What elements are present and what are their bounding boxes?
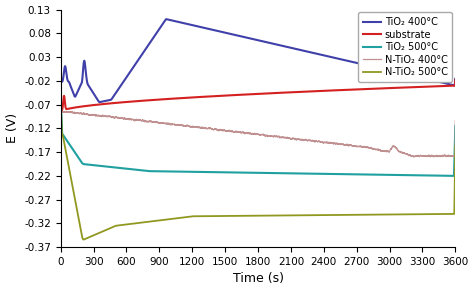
Legend: TiO₂ 400°C, substrate, TiO₂ 500°C, N-TiO₂ 400°C, N-TiO₂ 500°C: TiO₂ 400°C, substrate, TiO₂ 500°C, N-TiO… — [358, 13, 452, 82]
substrate — [436, 84, 442, 88]
TiO₂ 400°C — [245, 36, 250, 40]
TiO₂ 500°C — [357, 173, 363, 176]
TiO₂ 500°C — [346, 173, 352, 176]
TiO₂ 500°C — [453, 124, 458, 127]
N-TiO₂ 400°C — [346, 143, 352, 147]
substrate — [357, 88, 363, 91]
N-TiO₂ 400°C — [453, 119, 458, 122]
N-TiO₂ 400°C — [436, 154, 442, 158]
substrate — [192, 95, 198, 99]
substrate — [58, 90, 64, 93]
N-TiO₂ 400°C — [245, 131, 250, 135]
N-TiO₂ 400°C — [357, 145, 363, 148]
TiO₂ 400°C — [346, 59, 352, 63]
Y-axis label: E (V): E (V) — [6, 113, 18, 143]
N-TiO₂ 500°C — [58, 100, 64, 104]
N-TiO₂ 400°C — [431, 155, 437, 159]
N-TiO₂ 500°C — [245, 214, 250, 218]
X-axis label: Time (s): Time (s) — [233, 272, 283, 285]
N-TiO₂ 400°C — [58, 90, 64, 93]
TiO₂ 400°C — [97, 100, 102, 104]
N-TiO₂ 500°C — [192, 214, 198, 218]
TiO₂ 400°C — [357, 62, 363, 65]
TiO₂ 400°C — [58, 75, 64, 79]
N-TiO₂ 500°C — [453, 144, 458, 148]
TiO₂ 500°C — [451, 174, 457, 178]
substrate — [346, 88, 352, 91]
Line: TiO₂ 400°C: TiO₂ 400°C — [61, 19, 456, 102]
Line: substrate: substrate — [61, 80, 456, 111]
substrate — [245, 93, 250, 96]
TiO₂ 400°C — [436, 80, 442, 84]
TiO₂ 500°C — [431, 174, 437, 177]
N-TiO₂ 500°C — [81, 238, 86, 241]
TiO₂ 400°C — [431, 79, 437, 82]
Line: N-TiO₂ 500°C: N-TiO₂ 500°C — [61, 102, 456, 239]
N-TiO₂ 500°C — [357, 213, 363, 217]
TiO₂ 400°C — [192, 24, 198, 27]
N-TiO₂ 400°C — [192, 125, 198, 129]
TiO₂ 400°C — [453, 77, 458, 80]
N-TiO₂ 500°C — [346, 213, 352, 217]
substrate — [58, 109, 64, 113]
TiO₂ 500°C — [58, 100, 64, 104]
TiO₂ 500°C — [245, 171, 250, 174]
TiO₂ 500°C — [192, 170, 198, 174]
N-TiO₂ 500°C — [431, 212, 437, 216]
N-TiO₂ 400°C — [431, 155, 437, 158]
N-TiO₂ 500°C — [436, 212, 442, 216]
Line: TiO₂ 500°C: TiO₂ 500°C — [61, 102, 456, 176]
Line: N-TiO₂ 400°C: N-TiO₂ 400°C — [61, 91, 456, 157]
substrate — [453, 78, 458, 82]
substrate — [431, 85, 437, 88]
TiO₂ 400°C — [164, 17, 169, 21]
TiO₂ 500°C — [436, 174, 442, 178]
